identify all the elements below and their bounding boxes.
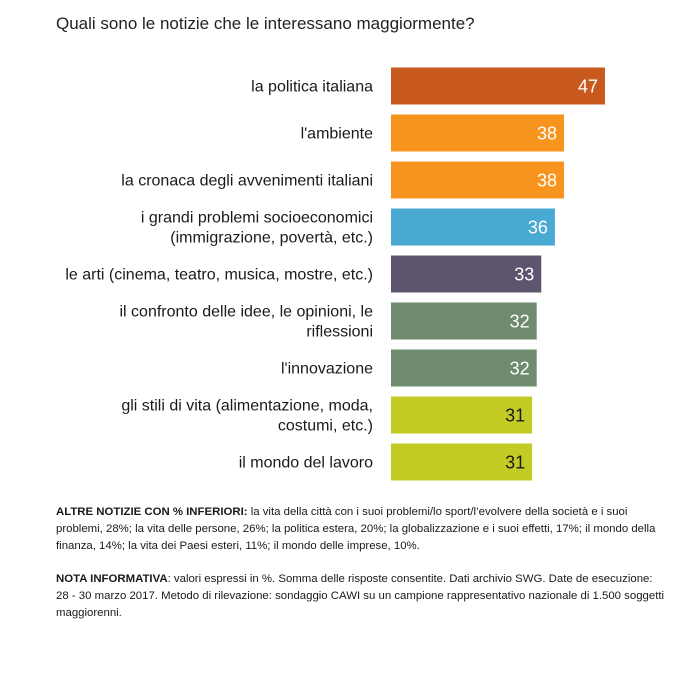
category-label: (immigrazione, povertà, etc.)	[170, 230, 373, 247]
category-label: l'ambiente	[301, 126, 374, 143]
bar-8	[391, 396, 533, 434]
bar-9	[391, 443, 533, 481]
bar-value-label: 31	[505, 453, 525, 473]
other-news-note-text: la vita della città con i suoi problemi/…	[56, 506, 656, 552]
chart-title: Quali sono le notizie che le interessano…	[56, 14, 475, 33]
bar-value-label: 38	[537, 124, 557, 144]
info-note-title: NOTA INFORMATIVA	[56, 573, 168, 585]
bar-7	[391, 349, 537, 387]
bar-3	[391, 161, 565, 199]
bar-value-label: 31	[505, 406, 525, 426]
category-label: il confronto delle idee, le opinioni, le	[120, 304, 374, 321]
bar-4	[391, 208, 555, 246]
category-label: gli stili di vita (alimentazione, moda,	[121, 398, 373, 415]
bar-value-label: 32	[510, 312, 530, 332]
bar-value-label: 38	[537, 171, 557, 191]
category-label: l'innovazione	[281, 361, 373, 378]
bar-value-label: 36	[528, 218, 548, 238]
category-label: le arti (cinema, teatro, musica, mostre,…	[65, 267, 373, 284]
category-label: riflessioni	[306, 324, 373, 341]
bar-1	[391, 67, 605, 105]
bar-6	[391, 302, 537, 340]
info-note-text: : valori espressi in %. Somma delle risp…	[56, 573, 665, 619]
bar-value-label: 32	[510, 359, 530, 379]
bar-chart: 47 la politica italiana 38 l'ambiente 38 la c…	[65, 67, 605, 481]
bar-2	[391, 114, 565, 152]
category-label: i grandi problemi socioeconomici	[141, 210, 373, 227]
category-label: il mondo del lavoro	[239, 455, 373, 472]
info-note: NOTA INFORMATIVA: valori espressi in %. …	[56, 571, 666, 622]
category-label: costumi, etc.)	[278, 418, 373, 435]
other-news-note: ALTRE NOTIZIE CON % INFERIORI: la vita d…	[56, 504, 666, 555]
other-news-note-title: ALTRE NOTIZIE CON % INFERIORI:	[56, 506, 248, 518]
bar-5	[391, 255, 542, 293]
bar-value-label: 33	[514, 265, 534, 285]
category-label: la cronaca degli avvenimenti italiani	[121, 173, 373, 190]
bar-value-label: 47	[578, 77, 598, 97]
category-label: la politica italiana	[251, 79, 373, 96]
